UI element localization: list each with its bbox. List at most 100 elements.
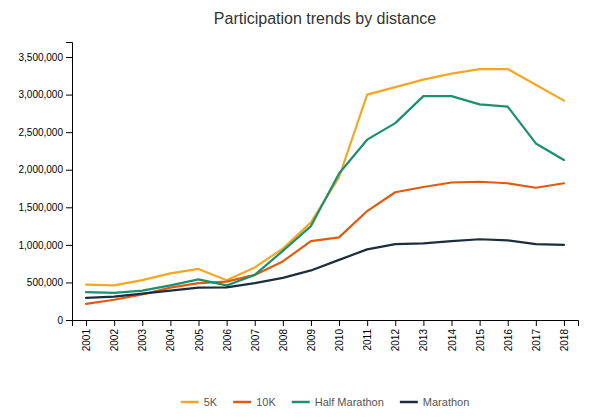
legend-item: 5K bbox=[181, 396, 218, 408]
x-tick-mark bbox=[367, 320, 368, 326]
x-tick: 2018 bbox=[559, 320, 570, 351]
x-tick-mark bbox=[199, 320, 200, 326]
x-tick: 2001 bbox=[81, 320, 92, 351]
x-tick-label: 2004 bbox=[165, 329, 176, 352]
x-tick: 2010 bbox=[334, 320, 345, 351]
y-tick-label: 3,500,000 bbox=[19, 52, 64, 63]
x-tick-mark bbox=[395, 320, 396, 326]
y-tick-label: 1,000,000 bbox=[19, 240, 64, 251]
y-tick-mark bbox=[66, 207, 72, 208]
y-tick-mark bbox=[66, 170, 72, 171]
y-tick-mark bbox=[66, 282, 72, 283]
y-tick-label: 1,500,000 bbox=[19, 202, 64, 213]
x-tick: 2007 bbox=[250, 320, 261, 351]
legend-label: 10K bbox=[256, 396, 276, 408]
x-tick: 2008 bbox=[278, 320, 289, 351]
x-tick-mark bbox=[114, 320, 115, 326]
x-tick: 2012 bbox=[390, 320, 401, 351]
x-tick-label: 2010 bbox=[334, 329, 345, 352]
chart: 2001 2002 2003 2004 2005 2006 2007 2008 2009 2010… bbox=[0, 0, 600, 420]
x-axis: 2001 2002 2003 2004 2005 2006 2007 2008 2009 2010… bbox=[73, 320, 579, 351]
y-tick: 3,500,000 bbox=[19, 52, 73, 63]
y-tick: 3,000,000 bbox=[19, 89, 73, 100]
y-tick-mark bbox=[66, 95, 72, 96]
y-tick: 2,000,000 bbox=[19, 164, 73, 175]
x-tick-mark bbox=[339, 320, 340, 326]
x-tick-mark bbox=[423, 320, 424, 326]
x-tick-label: 2015 bbox=[475, 329, 486, 352]
plot-area: 2001 2002 2003 2004 2005 2006 2007 2008 2009 2010… bbox=[19, 43, 579, 352]
x-tick: 2003 bbox=[137, 320, 148, 351]
legend-label: Marathon bbox=[423, 396, 469, 408]
x-tick-label: 2018 bbox=[559, 329, 570, 352]
x-tick-mark bbox=[227, 320, 228, 326]
x-tick-mark bbox=[142, 320, 143, 326]
x-tick-label: 2012 bbox=[390, 329, 401, 352]
y-tick: 0 bbox=[57, 315, 72, 326]
x-tick: 2005 bbox=[194, 320, 205, 351]
lines bbox=[86, 69, 564, 304]
legend-swatch bbox=[181, 401, 199, 404]
x-tick: 2014 bbox=[447, 320, 458, 351]
legend-item: 10K bbox=[233, 396, 276, 408]
series-line bbox=[86, 96, 564, 293]
x-tick-label: 2002 bbox=[109, 329, 120, 352]
y-axis: 0 500,000 1,000,000 1,500,000 2,000,000 2,500… bbox=[19, 43, 73, 326]
legend-swatch bbox=[292, 401, 310, 404]
x-tick: 2006 bbox=[222, 320, 233, 351]
legend-swatch bbox=[400, 401, 418, 404]
y-tick: 500,000 bbox=[27, 277, 72, 288]
legend-label: 5K bbox=[204, 396, 218, 408]
x-tick-label: 2014 bbox=[447, 329, 458, 352]
x-tick: 2015 bbox=[475, 320, 486, 351]
x-tick-label: 2006 bbox=[222, 329, 233, 352]
legend-label: Half Marathon bbox=[315, 396, 384, 408]
x-tick-label: 2007 bbox=[250, 329, 261, 352]
x-tick-mark bbox=[536, 320, 537, 326]
legend-item: Marathon bbox=[400, 396, 469, 408]
y-tick: 1,500,000 bbox=[19, 202, 73, 213]
y-tick-label: 500,000 bbox=[27, 277, 64, 288]
y-tick-mark bbox=[66, 132, 72, 133]
x-axis-line bbox=[73, 321, 579, 327]
x-tick-label: 2016 bbox=[503, 329, 514, 352]
x-tick-mark bbox=[311, 320, 312, 326]
y-tick-mark bbox=[66, 320, 72, 321]
x-tick-label: 2008 bbox=[278, 329, 289, 352]
x-tick: 2004 bbox=[165, 320, 176, 351]
x-tick: 2013 bbox=[418, 320, 429, 351]
x-tick-mark bbox=[564, 320, 565, 326]
x-tick-label: 2017 bbox=[531, 329, 542, 352]
y-tick-label: 0 bbox=[57, 315, 63, 326]
y-tick-mark bbox=[66, 245, 72, 246]
legend-swatch bbox=[233, 401, 251, 404]
x-tick-mark bbox=[480, 320, 481, 326]
series-line bbox=[86, 69, 564, 285]
x-tick: 2011 bbox=[362, 320, 373, 351]
y-tick-label: 2,500,000 bbox=[19, 127, 64, 138]
y-tick-label: 2,000,000 bbox=[19, 164, 64, 175]
x-tick-mark bbox=[508, 320, 509, 326]
y-tick-label: 3,000,000 bbox=[19, 89, 64, 100]
x-tick-mark bbox=[170, 320, 171, 326]
y-tick: 2,500,000 bbox=[19, 127, 73, 138]
legend-item: Half Marathon bbox=[292, 396, 384, 408]
x-tick-label: 2003 bbox=[137, 329, 148, 352]
x-tick: 2017 bbox=[531, 320, 542, 351]
series-line bbox=[86, 239, 564, 298]
x-tick-label: 2005 bbox=[194, 329, 205, 352]
title: Participation trends by distance bbox=[214, 10, 436, 27]
x-tick-mark bbox=[255, 320, 256, 326]
legend: 5K 10K Half Marathon Marathon bbox=[181, 396, 470, 408]
y-tick: 1,000,000 bbox=[19, 240, 73, 251]
x-tick-label: 2011 bbox=[362, 329, 373, 351]
x-tick: 2002 bbox=[109, 320, 120, 351]
x-tick: 2016 bbox=[503, 320, 514, 351]
x-tick-label: 2001 bbox=[81, 329, 92, 352]
x-tick-mark bbox=[452, 320, 453, 326]
x-tick-label: 2009 bbox=[306, 329, 317, 352]
x-tick-label: 2013 bbox=[418, 329, 429, 352]
y-tick-mark bbox=[66, 57, 72, 58]
x-tick-mark bbox=[283, 320, 284, 326]
y-axis-line bbox=[66, 43, 73, 321]
